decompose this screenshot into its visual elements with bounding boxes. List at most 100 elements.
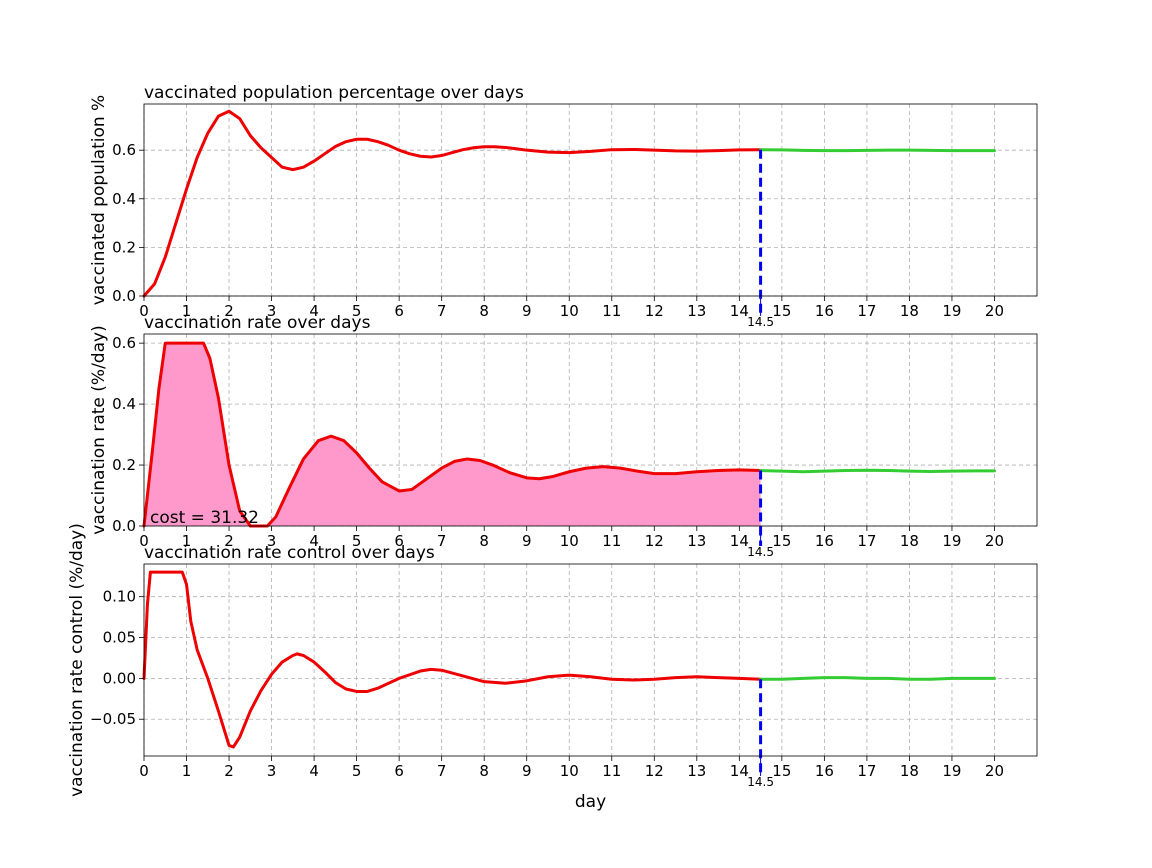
- x-tick-label: 0: [139, 762, 149, 780]
- x-tick-label: 10: [560, 532, 579, 550]
- x-tick-label: 0: [139, 302, 149, 320]
- x-tick-label: 5: [352, 302, 362, 320]
- x-tick-label: 15: [772, 532, 791, 550]
- x-tick-label: 10: [560, 762, 579, 780]
- x-tick-label: 18: [900, 302, 919, 320]
- y-tick-label: 0.4: [112, 190, 136, 208]
- x-tick-label: 15: [772, 762, 791, 780]
- x-tick-label: 18: [900, 762, 919, 780]
- series-line-green: [759, 468, 996, 474]
- x-tick-label: 7: [437, 532, 447, 550]
- x-tick-label: 18: [900, 532, 919, 550]
- x-tick-label: 6: [394, 532, 404, 550]
- x-tick-label: 17: [857, 302, 876, 320]
- x-tick-label: 11: [602, 302, 621, 320]
- x-tick-label: 5: [352, 532, 362, 550]
- x-tick-label: 3: [267, 762, 277, 780]
- series-line-red: [142, 109, 763, 298]
- x-tick-label: 16: [815, 762, 834, 780]
- x-tick-label: 4: [309, 532, 319, 550]
- x-tick-label: 12: [645, 302, 664, 320]
- x-axis-label: day: [575, 792, 606, 812]
- x-tick-label: 15: [772, 302, 791, 320]
- x-tick-label: 10: [560, 302, 579, 320]
- x-tick-label: 17: [857, 762, 876, 780]
- x-tick-label: 12: [645, 762, 664, 780]
- x-tick-label: 11: [602, 532, 621, 550]
- x-tick-label: 4: [309, 302, 319, 320]
- subplot-3: 14.50 1 2 3 4 5 6 7 8 9 10 11 12 13 14 15 16 17 18 19 20−0.0…: [67, 523, 1038, 812]
- x-tick-label: 9: [522, 302, 532, 320]
- x-tick-label: 17: [857, 532, 876, 550]
- x-tick-label: 5: [352, 762, 362, 780]
- x-tick-label: 6: [394, 302, 404, 320]
- y-tick-label: 0.05: [103, 629, 136, 647]
- x-tick-label: 20: [985, 302, 1004, 320]
- series-line-green: [759, 676, 996, 681]
- y-tick-label: 0.10: [103, 588, 136, 606]
- x-tick-label: 8: [479, 302, 489, 320]
- y-axis-label: vaccination rate control (%/day): [67, 523, 87, 797]
- vline-label: 14.5: [747, 315, 774, 329]
- y-tick-label: 0.6: [112, 334, 136, 352]
- x-tick-label: 6: [394, 762, 404, 780]
- subplot-title: vaccination rate control over days: [144, 543, 435, 563]
- x-tick-label: 3: [267, 302, 277, 320]
- y-tick-label: 0.0: [112, 517, 136, 535]
- axes-frame: [143, 563, 1038, 757]
- axes-frame: [143, 103, 1038, 297]
- x-tick-label: 20: [985, 532, 1004, 550]
- x-tick-label: 7: [437, 302, 447, 320]
- x-tick-label: 9: [522, 532, 532, 550]
- y-tick-label: −0.05: [90, 710, 136, 728]
- x-tick-label: 13: [687, 302, 706, 320]
- y-axis-label: vaccinated population %: [89, 95, 109, 305]
- area-fill: [144, 343, 761, 526]
- y-tick-label: 0.2: [112, 238, 136, 256]
- x-tick-label: 11: [602, 762, 621, 780]
- x-tick-label: 14: [730, 302, 749, 320]
- x-tick-label: 1: [182, 302, 192, 320]
- x-tick-label: 20: [985, 762, 1004, 780]
- x-tick-label: 19: [942, 302, 961, 320]
- x-tick-label: 7: [437, 762, 447, 780]
- y-tick-label: 0.4: [112, 395, 136, 413]
- x-tick-label: 8: [479, 762, 489, 780]
- x-tick-label: 2: [224, 762, 234, 780]
- y-tick-label: 0.00: [103, 669, 136, 687]
- y-tick-label: 0.2: [112, 456, 136, 474]
- x-tick-label: 13: [687, 762, 706, 780]
- x-tick-label: 12: [645, 532, 664, 550]
- series-line-red: [142, 341, 763, 528]
- x-tick-label: 0: [139, 532, 149, 550]
- x-tick-label: 1: [182, 762, 192, 780]
- y-axis-label: vaccination rate (%/day): [89, 325, 109, 534]
- x-tick-label: 19: [942, 532, 961, 550]
- subplot-title: vaccination rate over days: [144, 313, 371, 333]
- x-tick-label: 3: [267, 532, 277, 550]
- x-tick-label: 4: [309, 762, 319, 780]
- axes-frame: [143, 333, 1038, 527]
- x-tick-label: 2: [224, 532, 234, 550]
- series-line-green: [759, 148, 996, 153]
- x-tick-label: 2: [224, 302, 234, 320]
- vline-label: 14.5: [747, 545, 774, 559]
- x-tick-label: 9: [522, 762, 532, 780]
- subplot-1: 14.50 1 2 3 4 5 6 7 8 9 10 11 12 13 14 15 16 17 18 19 200.00…: [89, 83, 1038, 329]
- x-tick-label: 16: [815, 532, 834, 550]
- x-tick-label: 8: [479, 532, 489, 550]
- subplot-2: 14.50 1 2 3 4 5 6 7 8 9 10 11 12 13 14 15 16 17 18 19 200.00…: [89, 313, 1038, 559]
- x-tick-label: 14: [730, 762, 749, 780]
- series-line-red: [142, 570, 763, 749]
- y-tick-label: 0.6: [112, 141, 136, 159]
- subplot-title: vaccinated population percentage over da…: [144, 83, 524, 103]
- x-tick-label: 16: [815, 302, 834, 320]
- y-tick-label: 0.0: [112, 287, 136, 305]
- x-tick-label: 1: [182, 532, 192, 550]
- cost-annotation: cost = 31.32: [150, 508, 259, 528]
- vline-label: 14.5: [747, 775, 774, 789]
- x-tick-label: 13: [687, 532, 706, 550]
- x-tick-label: 19: [942, 762, 961, 780]
